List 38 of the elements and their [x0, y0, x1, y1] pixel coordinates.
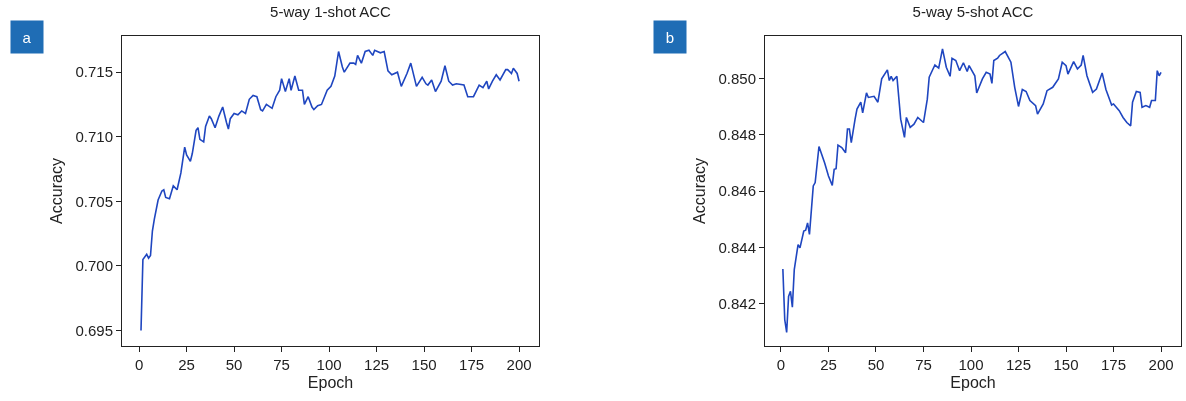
- x-axis-title: Epoch: [307, 373, 354, 391]
- x-tick-label: 100: [316, 356, 342, 373]
- x-tick-label: 125: [364, 356, 390, 373]
- x-tick-label: 0: [134, 356, 144, 373]
- x-tick-label: 150: [411, 356, 437, 373]
- y-tick-label: 0.715: [75, 63, 113, 81]
- x-tick-label: 150: [1053, 356, 1079, 373]
- x-tick-label: 200: [506, 356, 532, 373]
- y-tick-label: 0.850: [718, 69, 756, 87]
- x-tick-label: 175: [459, 356, 485, 373]
- x-tick-label: 50: [225, 356, 243, 373]
- text: b: [665, 28, 675, 46]
- x-tick-label: 75: [273, 356, 290, 373]
- y-tick-label: 0.695: [75, 321, 113, 339]
- y-axis-title: Accuracy: [691, 158, 709, 224]
- y-tick-label: 0.846: [718, 182, 756, 200]
- x-axis-title: Epoch: [950, 373, 996, 391]
- x-tick-label: 50: [867, 356, 885, 373]
- line-series: [140, 49, 520, 332]
- x-tick-label: 125: [1005, 356, 1032, 373]
- line-series: [782, 48, 1162, 334]
- x-tick-label: 75: [915, 356, 932, 373]
- y-tick-label: 0.700: [75, 257, 113, 275]
- y-axis-title: Accuracy: [48, 158, 66, 224]
- y-tick-label: 0.705: [75, 192, 113, 210]
- y-tick-label: 0.710: [75, 128, 113, 145]
- x-tick-label: 200: [1148, 356, 1174, 373]
- y-tick-label: 0.848: [718, 125, 756, 143]
- y-tick-label: 0.842: [718, 294, 756, 312]
- x-tick-label: 0: [776, 356, 786, 373]
- y-tick-label: 0.844: [718, 238, 756, 256]
- x-tick-label: 175: [1101, 356, 1127, 373]
- chart-title: 5-way 5-shot ACC: [912, 2, 1034, 20]
- x-tick-label: 25: [178, 356, 195, 373]
- text: a: [22, 28, 32, 46]
- x-tick-label: 25: [820, 356, 837, 373]
- chart-title: 5-way 1-shot ACC: [270, 2, 392, 20]
- x-tick-label: 100: [958, 356, 984, 373]
